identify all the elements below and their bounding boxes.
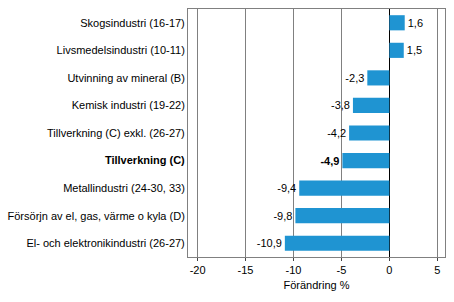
svg-text:-9,4: -9,4 — [277, 182, 296, 194]
svg-text:Kemisk industri (19-22): Kemisk industri (19-22) — [72, 99, 185, 111]
svg-text:-4,9: -4,9 — [320, 155, 339, 167]
svg-text:5: 5 — [434, 264, 440, 276]
svg-text:-9,8: -9,8 — [273, 210, 292, 222]
svg-text:0: 0 — [386, 264, 392, 276]
svg-text:1,6: 1,6 — [408, 17, 423, 29]
svg-text:Livsmedelsindustri (10-11): Livsmedelsindustri (10-11) — [57, 44, 185, 56]
svg-text:Förändring %: Förändring % — [283, 279, 349, 291]
svg-text:Utvinning av mineral (B): Utvinning av mineral (B) — [67, 72, 184, 84]
svg-text:-10,9: -10,9 — [257, 237, 282, 249]
svg-text:Tillverkning (C): Tillverkning (C) — [105, 154, 185, 166]
svg-text:-3,8: -3,8 — [331, 99, 350, 111]
svg-text:-2,3: -2,3 — [345, 72, 364, 84]
svg-text:-20: -20 — [190, 264, 206, 276]
svg-text:Skogsindustri (16-17): Skogsindustri (16-17) — [80, 17, 185, 29]
svg-text:Metallindustri (24-30, 33): Metallindustri (24-30, 33) — [63, 182, 185, 194]
svg-text:-10: -10 — [286, 264, 302, 276]
svg-text:-15: -15 — [238, 264, 254, 276]
svg-text:1,5: 1,5 — [407, 44, 422, 56]
svg-text:El- och elektronikindustri (26: El- och elektronikindustri (26-27) — [26, 237, 184, 249]
svg-text:-5: -5 — [337, 264, 347, 276]
svg-text:-4,2: -4,2 — [327, 127, 346, 139]
svg-text:Försörjn av el, gas, värme o k: Försörjn av el, gas, värme o kyla (D) — [8, 210, 185, 222]
svg-text:Tillverkning (C) exkl. (26-27): Tillverkning (C) exkl. (26-27) — [47, 127, 185, 139]
